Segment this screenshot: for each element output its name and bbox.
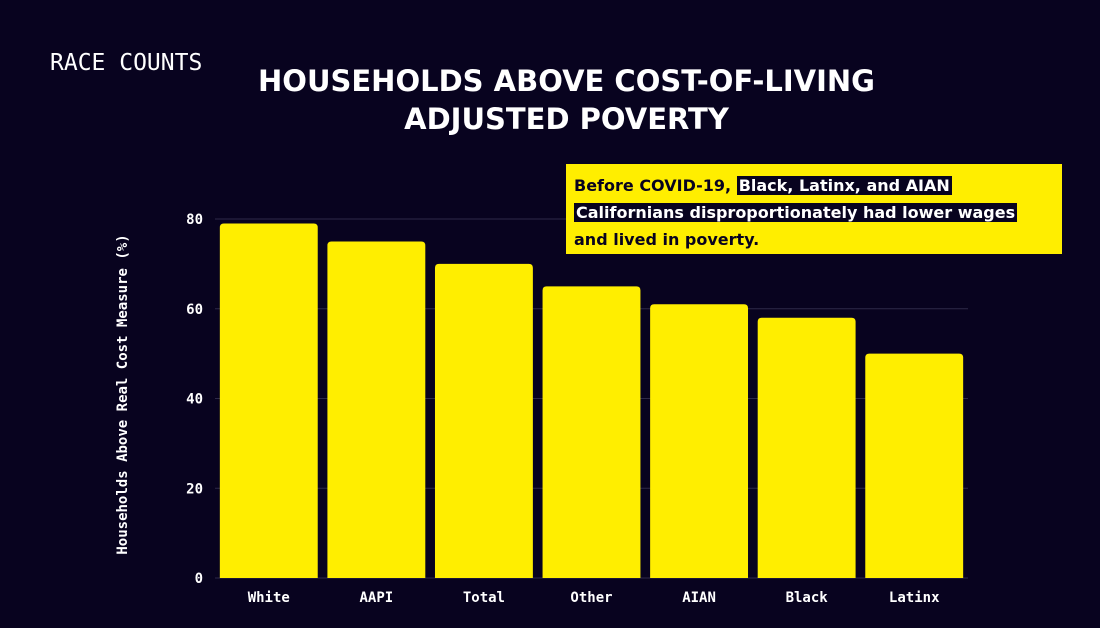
y-tick-label-20: 20 [186,481,203,497]
y-tick-label-60: 60 [186,302,203,318]
bar-white [219,223,318,579]
chart-title: HOUSEHOLDS ABOVE COST-OF-LIVING ADJUSTED… [0,62,1100,138]
callout-highlight-2: Californians disproportionately had lowe… [574,203,1018,222]
bar-other [542,286,641,578]
chart-title-line-1: HOUSEHOLDS ABOVE COST-OF-LIVING [258,64,875,98]
bar-aian [650,304,749,578]
x-tick-label-latinx: Latinx [889,590,940,606]
y-axis-label: Households Above Real Cost Measure (%) [115,234,131,554]
bar-latinx [865,353,964,578]
x-tick-label-white: White [248,590,290,606]
x-tick-label-aapi: AAPI [359,590,393,606]
x-tick-label-black: Black [786,590,829,606]
x-tick-label-total: Total [463,590,505,606]
bar-total [434,263,533,578]
x-tick-label-aian: AIAN [682,590,716,606]
callout-suffix: and lived in poverty. [574,230,760,249]
bar-black [757,317,856,578]
callout-highlight-1: Black, Latinx, and AIAN [736,176,952,195]
bar-aapi [327,241,426,578]
callout-box: Before COVID-19, Black, Latinx, and AIAN… [566,164,1062,254]
x-tick-label-other: Other [570,590,612,606]
y-tick-label-0: 0 [195,571,203,587]
chart-title-line-2: ADJUSTED POVERTY [404,102,729,136]
callout-prefix: Before COVID-19, [574,176,737,195]
y-tick-label-40: 40 [186,392,203,408]
y-tick-label-80: 80 [186,212,203,228]
brand-logo: RACE COUNTS [50,50,203,76]
